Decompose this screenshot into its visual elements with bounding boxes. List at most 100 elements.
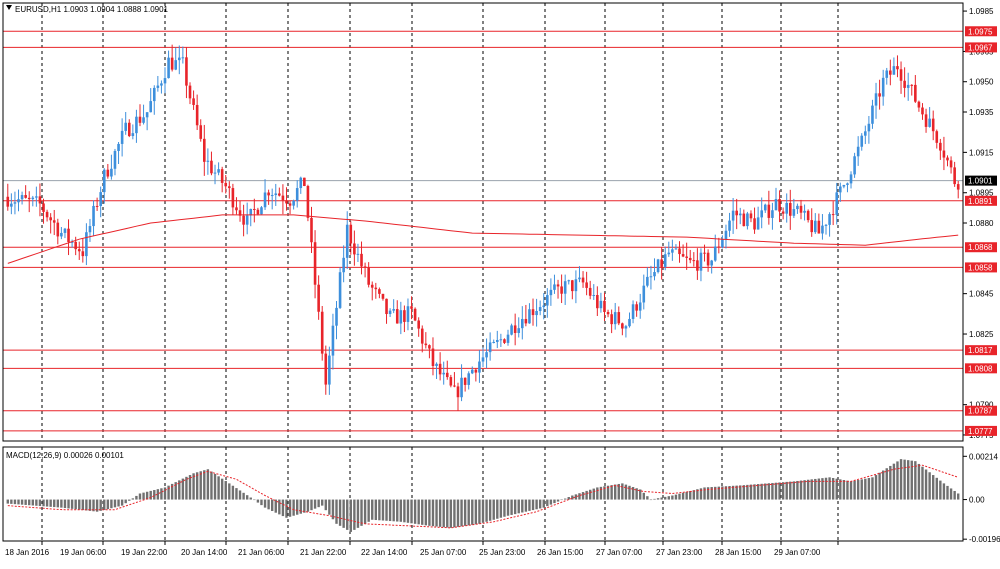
candle-body [160,83,163,86]
macd-bar [696,489,699,500]
candle-body [864,131,867,136]
level-tag-label: 1.0975 [968,27,993,36]
candle-body [713,246,717,261]
macd-bar [821,478,824,500]
dropdown-triangle-icon[interactable] [6,5,12,10]
candle-body [324,353,328,385]
macd-bar [710,487,713,500]
macd-bar [53,499,56,508]
macd-bar [667,496,670,500]
candle-body [817,220,821,234]
macd-bar [467,499,470,526]
macd-bar [538,499,542,509]
macd-bar [363,499,367,524]
macd-bar [874,475,878,500]
candle-body [253,208,256,210]
macd-bar [270,499,274,512]
level-tag [965,242,997,253]
x-tick-label: 27 Jan 07:00 [596,548,643,557]
macd-bar [560,499,563,501]
candle-body [939,142,942,151]
candle-body [481,357,485,362]
candle-body [914,84,917,102]
candle-body [370,284,374,288]
candle-body [874,93,878,106]
macd-bar [478,499,481,524]
candle-body [249,208,253,216]
candle-body [467,373,471,385]
candle-body [806,210,810,221]
candle-body [199,125,203,139]
macd-bar [896,461,899,500]
candle-body [20,195,24,200]
macd-bar [824,477,828,500]
macd-bar [170,483,174,500]
macd-bar [789,481,792,500]
candle-body [45,211,49,218]
candle-body [124,122,127,131]
macd-bar [356,499,360,528]
candle-body [438,363,442,375]
candle-body [717,246,721,248]
macd-bar [192,473,195,500]
macd-bar [413,499,417,524]
candle-body [531,309,535,316]
macd-bar [785,481,788,500]
candle-body [813,220,817,233]
macd-bar [771,482,774,500]
macd-bar [596,487,599,500]
candle-body [917,101,921,108]
macd-bar [381,499,385,521]
macd-bar [360,499,363,526]
candle-body [839,186,842,193]
macd-bar [731,485,735,500]
candle-body [771,210,774,218]
macd-bar [95,499,99,512]
macd-bar [885,468,888,500]
candle-body [763,204,767,211]
candle-body [181,57,185,59]
candle-body [792,209,796,216]
level-tag-label: 1.0787 [968,407,993,416]
macd-bar [867,477,871,500]
macd-bar [231,485,235,500]
macd-bar [142,492,145,500]
candle-body [353,243,356,255]
candle-body [513,325,517,333]
candle-body [320,311,324,354]
level-tag [965,26,997,37]
macd-bar [742,485,746,500]
candle-body [474,369,478,373]
macd-bar [606,485,610,500]
candle-body [756,217,760,230]
candle-body [242,215,245,225]
candle-body [435,363,438,366]
candle-body [842,184,846,187]
macd-bar [935,477,938,500]
macd-bar [20,499,24,505]
level-tag [965,42,997,53]
candle-body [135,116,138,134]
y-tick-label: 1.0950 [969,78,994,87]
candle-body [349,224,353,244]
candle-body [742,213,746,227]
macd-bar [156,489,160,500]
macd-bar [242,492,245,500]
macd-bar [806,479,810,500]
candle-body [56,222,60,237]
candle-body [706,252,710,266]
candle-body [228,186,231,189]
candle-body [342,257,345,273]
candle-body [528,309,531,324]
candle-body [117,143,120,151]
macd-bar [796,480,799,500]
candle-body [735,210,738,216]
candle-body [585,282,588,288]
candle-body [785,202,789,214]
candle-body [535,310,538,316]
candle-body [356,253,360,255]
candle-body [263,192,267,208]
candle-body [746,213,749,227]
